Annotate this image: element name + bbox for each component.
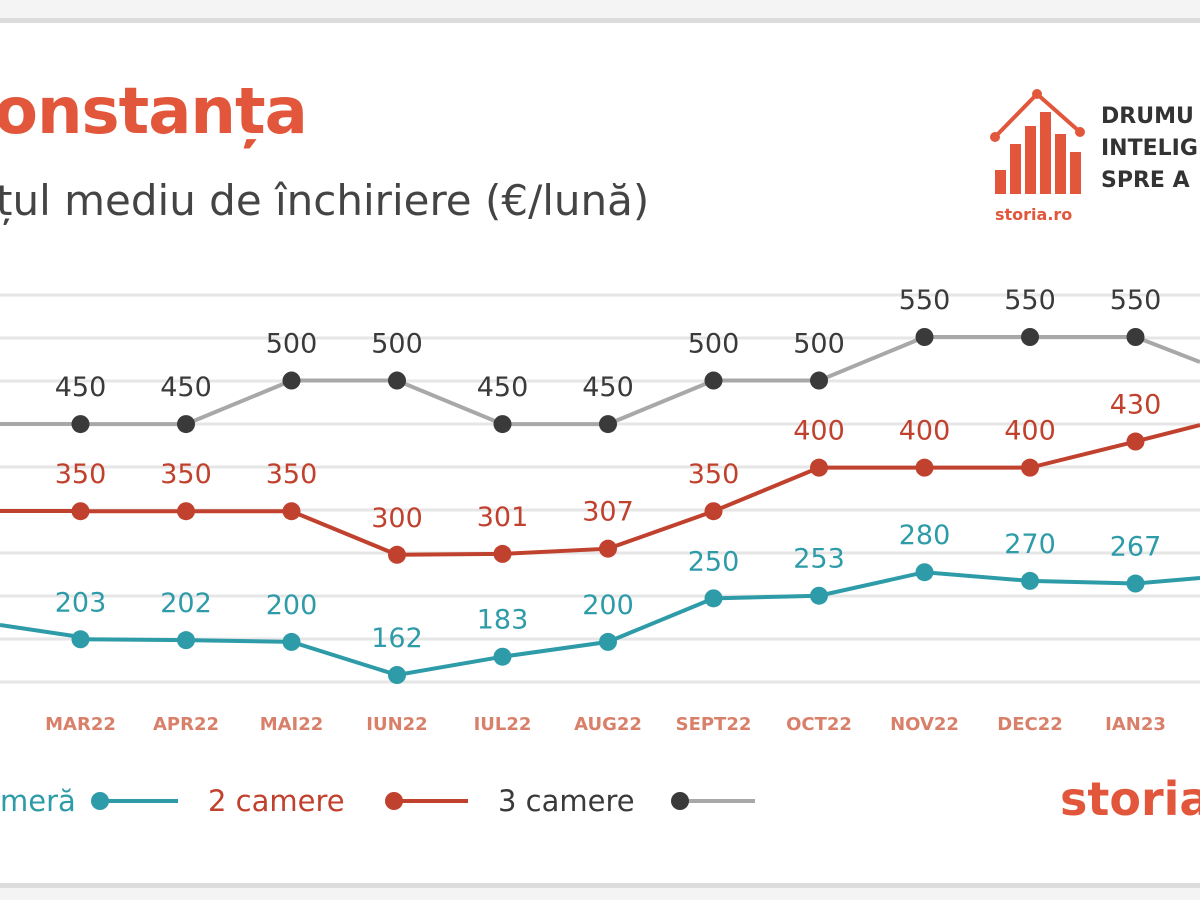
legend-label: 3 camere [498, 784, 635, 818]
data-label: 270 [1004, 529, 1056, 560]
data-label: 450 [477, 372, 529, 403]
data-point [704, 589, 723, 608]
data-point [1126, 432, 1145, 451]
data-point [915, 458, 934, 477]
data-point [493, 544, 512, 563]
data-point [388, 545, 406, 564]
data-label: 450 [582, 372, 634, 403]
data-point [1126, 574, 1145, 593]
series-line-stub-right-3 [1134, 335, 1200, 364]
data-label: 200 [582, 590, 634, 621]
data-label: 400 [793, 416, 845, 447]
legend-marker [91, 792, 109, 810]
data-label: 450 [160, 372, 212, 403]
data-label: 500 [266, 329, 318, 360]
series-line-stub-left-1 [0, 623, 81, 639]
data-point [915, 563, 934, 582]
data-point [599, 415, 617, 434]
logo-small-brand: storia.ro [995, 205, 1072, 224]
page-title: onstanța [0, 75, 308, 149]
data-label: 280 [899, 520, 951, 551]
data-point [810, 458, 828, 477]
data-label: 430 [1110, 390, 1162, 421]
logo-tagline-line-1: DRUMU [1101, 104, 1194, 129]
data-label: 301 [477, 502, 529, 533]
data-point [71, 630, 90, 649]
data-label: 400 [1004, 416, 1056, 447]
data-point [704, 371, 723, 390]
data-point [1021, 571, 1039, 590]
data-label: 253 [793, 544, 845, 575]
data-point [177, 502, 195, 521]
data-label: 550 [1110, 285, 1162, 316]
data-label: 203 [55, 587, 107, 618]
data-label: 350 [688, 459, 740, 490]
data-label: 450 [55, 372, 107, 403]
data-point [493, 415, 512, 434]
chart-card [0, 18, 1200, 888]
x-tick-label: IAN23 [1105, 714, 1166, 735]
data-label: 300 [371, 503, 423, 534]
x-tick-label: MAR22 [45, 714, 116, 735]
legend-marker [385, 792, 403, 810]
data-point [704, 502, 723, 521]
data-point [599, 632, 617, 651]
data-label: 350 [55, 459, 107, 490]
data-label: 550 [1004, 285, 1056, 316]
data-label: 200 [266, 590, 318, 621]
series-line-1 [80, 570, 1136, 678]
legend-marker [671, 792, 689, 810]
data-point [282, 371, 301, 390]
data-label: 500 [371, 329, 423, 360]
data-point [177, 631, 195, 650]
data-label: 267 [1110, 532, 1162, 563]
data-label: 250 [688, 546, 740, 577]
x-tick-label: APR22 [153, 714, 219, 735]
data-label: 500 [793, 329, 845, 360]
logo-tagline-line-2: INTELIG [1101, 136, 1198, 161]
data-point [599, 539, 617, 558]
data-point [282, 632, 301, 651]
series-line-stub-right-2 [1135, 423, 1200, 444]
x-tick-label: IUN22 [366, 714, 427, 735]
data-point [810, 586, 828, 605]
data-label: 307 [582, 497, 634, 528]
x-tick-label: DEC22 [997, 714, 1063, 735]
data-point [388, 371, 406, 390]
x-tick-label: AUG22 [574, 714, 642, 735]
data-label: 400 [899, 416, 951, 447]
house-bar-chart-icon: storia.ro [990, 89, 1085, 224]
storia-brand-logo: storia [1060, 772, 1200, 826]
storia-tagline-logo: storia.ro DRUMU INTELIG SPRE A [985, 82, 1200, 232]
data-label: 350 [266, 459, 318, 490]
data-label: 202 [160, 588, 212, 619]
data-point [915, 328, 934, 346]
data-point [1126, 328, 1145, 346]
data-label: 550 [899, 285, 951, 316]
data-point [810, 371, 828, 390]
data-point [493, 647, 512, 666]
data-point [71, 415, 90, 434]
series-line-stub-right-1 [1135, 576, 1200, 586]
x-tick-label: SEPT22 [676, 714, 752, 735]
data-label: 350 [160, 459, 212, 490]
data-point [282, 502, 301, 521]
data-point [71, 502, 90, 521]
data-point [1021, 328, 1039, 346]
chart-subtitle: țul mediu de închiriere (€/lună) [0, 176, 650, 225]
data-label: 500 [688, 329, 740, 360]
legend-label: meră [0, 784, 76, 818]
data-label: 162 [371, 623, 423, 654]
x-tick-label: IUL22 [474, 714, 532, 735]
legend-label: 2 camere [208, 784, 345, 818]
data-point [177, 415, 195, 434]
x-tick-label: OCT22 [786, 714, 852, 735]
x-tick-label: NOV22 [890, 714, 959, 735]
data-point [1021, 458, 1039, 477]
x-tick-label: MAI22 [260, 714, 324, 735]
data-point [388, 666, 406, 684]
data-label: 183 [477, 605, 529, 636]
logo-tagline-line-3: SPRE A [1101, 168, 1190, 193]
